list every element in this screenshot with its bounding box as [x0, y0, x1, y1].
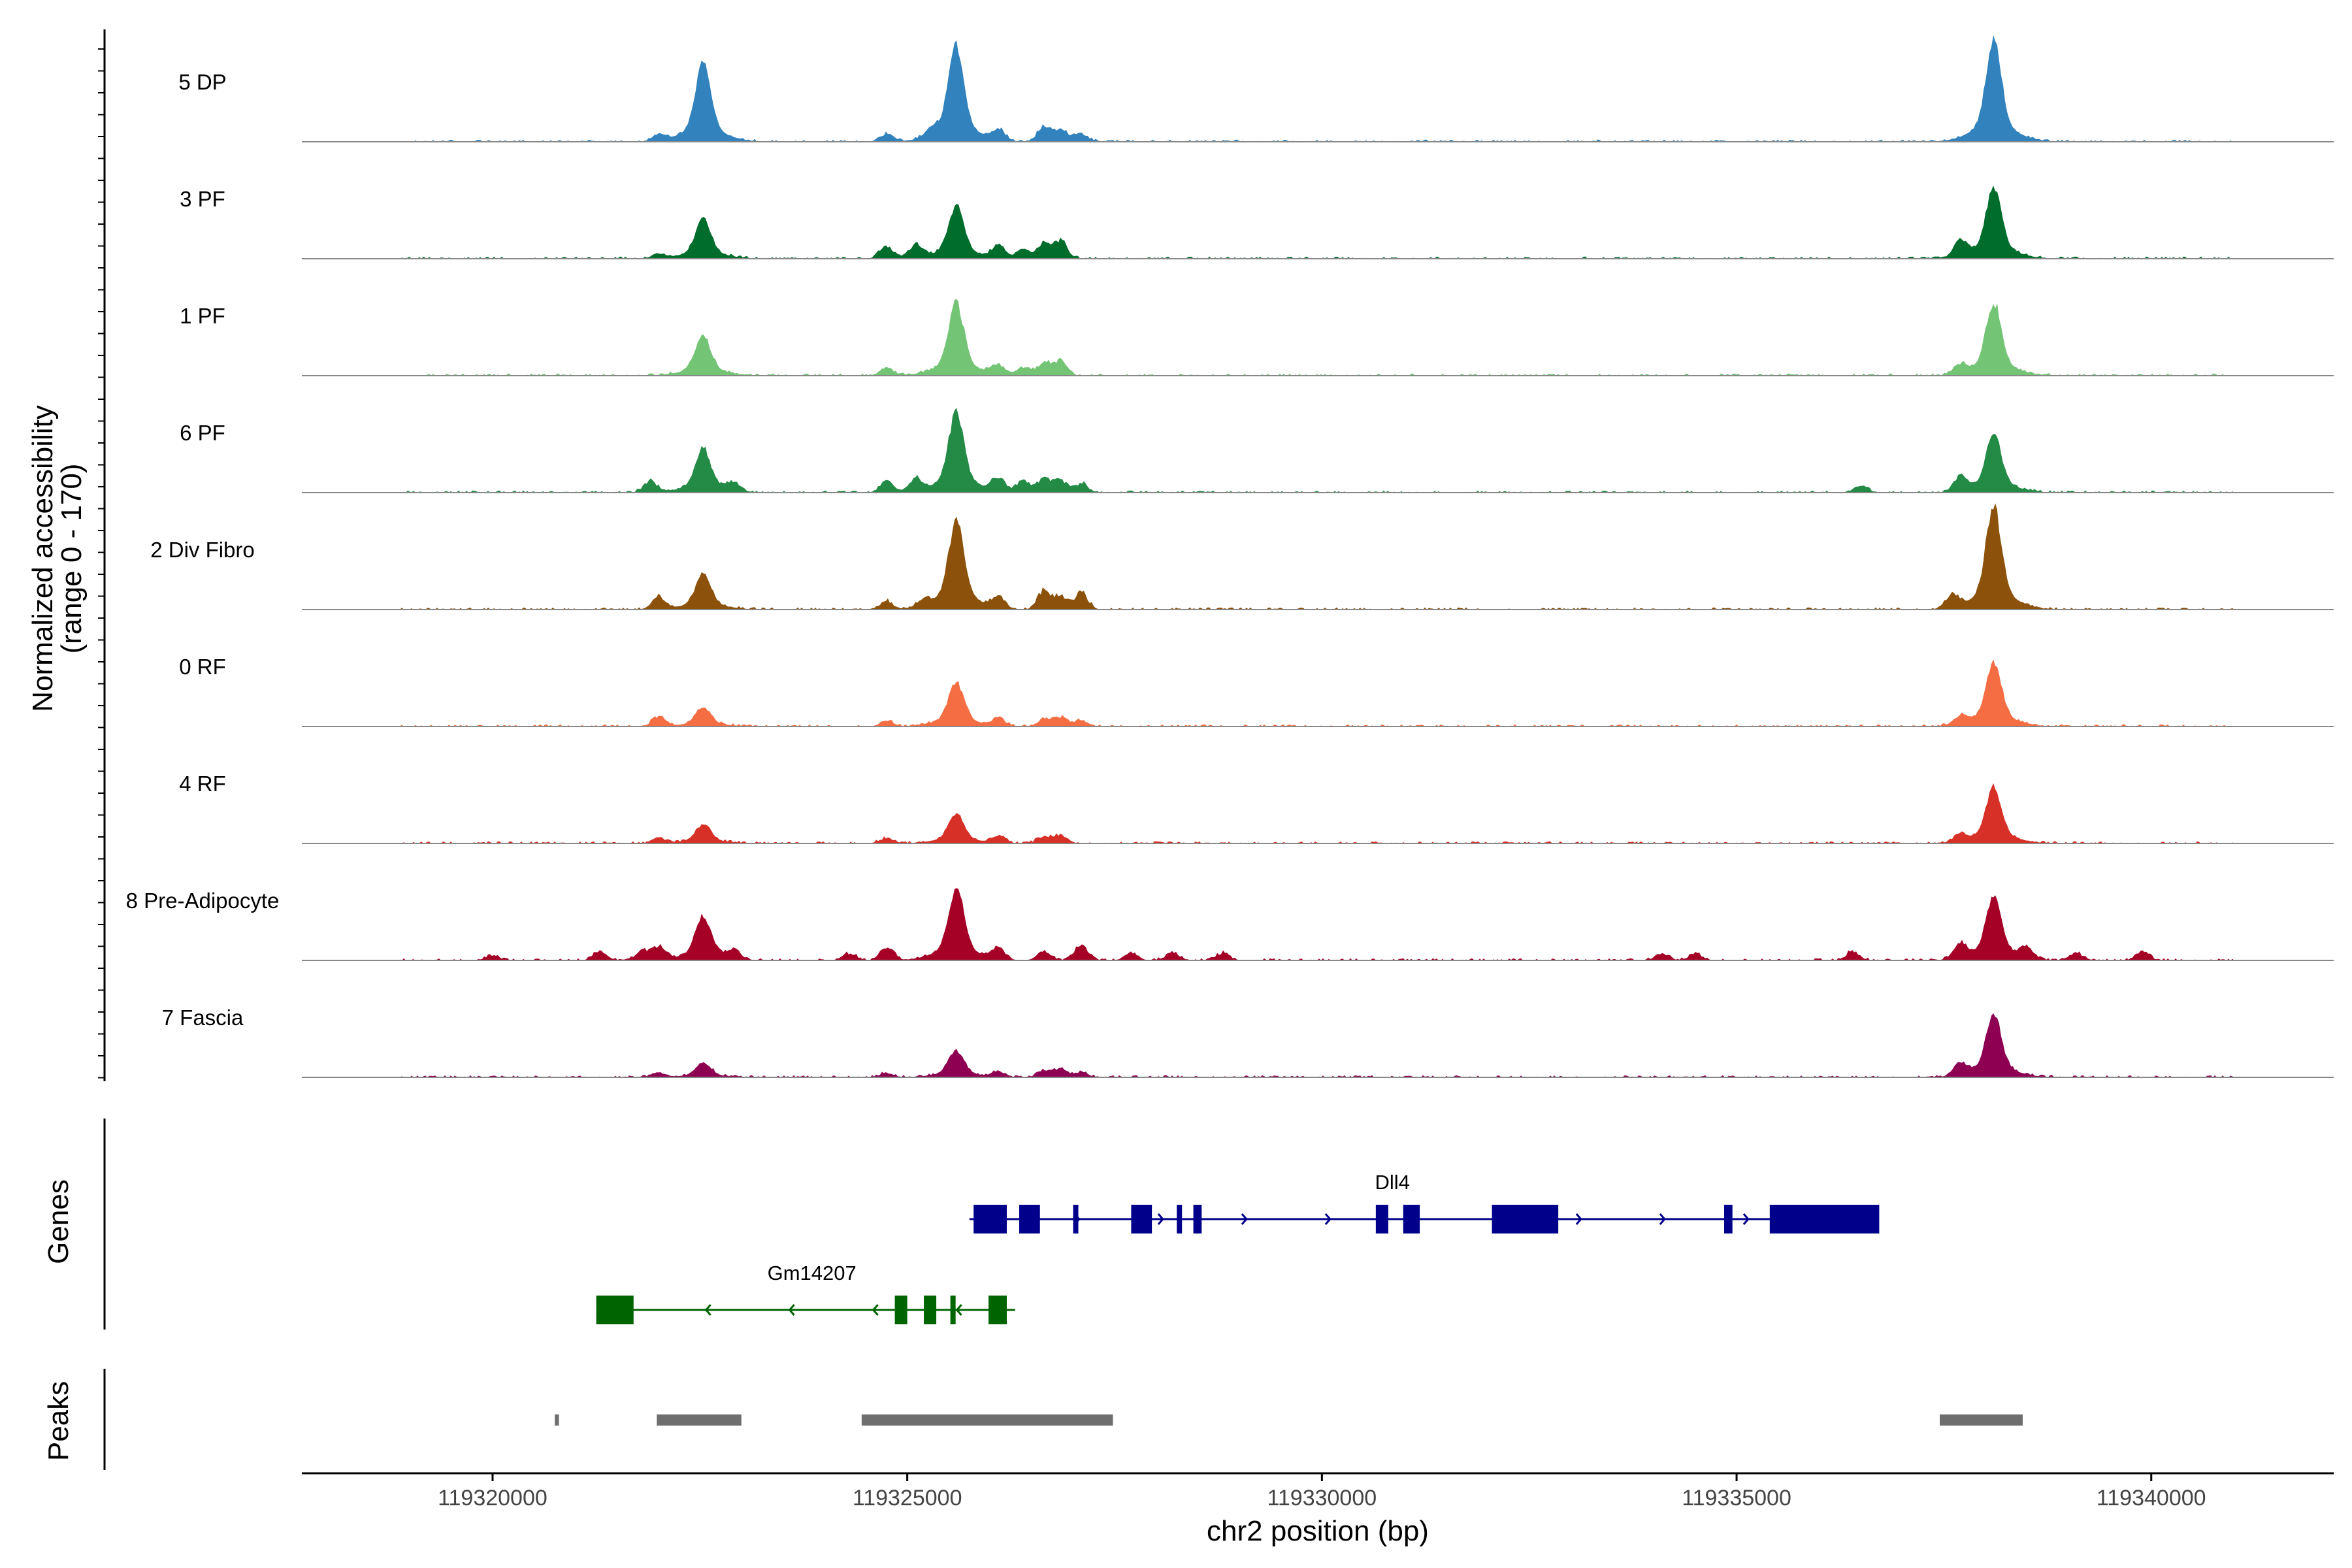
coverage-track: 3 PF [180, 185, 2334, 259]
gene-exon [1177, 1205, 1183, 1233]
gene-exon [1193, 1205, 1202, 1233]
x-tick-label: 119325000 [853, 1486, 962, 1511]
track-label: 1 PF [180, 304, 225, 328]
gene-exon [1769, 1205, 1880, 1233]
y-axis-title-line2: (range 0 - 170) [56, 463, 88, 653]
gene-exon [1375, 1205, 1388, 1233]
gene-name-label: Gm14207 [768, 1262, 857, 1284]
peak-region [1940, 1414, 2023, 1426]
peaks-track [555, 1414, 2023, 1426]
gene-model: Dll4 [969, 1171, 1880, 1233]
coverage-area [302, 1013, 2334, 1077]
track-label: 7 Fascia [162, 1005, 244, 1030]
x-tick-label: 119330000 [1267, 1486, 1377, 1511]
gene-exon [1019, 1205, 1040, 1233]
coverage-tracks: 5 DP 3 PF 1 PF 6 PF 2 Div Fibro 0 RF 4 RF 8 Pre… [126, 35, 2334, 1078]
strand-arrow [1742, 1213, 1750, 1225]
gene-model: Gm14207 [596, 1262, 1015, 1324]
y-axis-title: Normalized accessibility (range 0 - 170) [27, 405, 88, 711]
gene-exon [988, 1296, 1007, 1324]
strand-arrow [1575, 1213, 1582, 1225]
strand-arrow [1157, 1213, 1164, 1225]
strand-arrow [704, 1304, 711, 1316]
coverage-area [302, 888, 2334, 960]
coverage-area [302, 299, 2334, 376]
gene-exon [596, 1296, 634, 1324]
gene-exon [894, 1296, 907, 1324]
peak-region [555, 1414, 559, 1426]
coverage-area [302, 35, 2334, 142]
coverage-track: 7 Fascia [162, 1005, 2334, 1078]
track-label: 4 RF [179, 772, 226, 796]
y-axis-title-line1: Normalized accessibility [27, 405, 59, 711]
coverage-y-ticks [98, 48, 105, 1079]
coverage-area [302, 408, 2334, 493]
track-label: 6 PF [180, 421, 225, 445]
coverage-track: 4 RF [179, 772, 2334, 844]
x-axis-ticks: 119320000 119325000 119330000 119335000 1193… [438, 1473, 2206, 1511]
coverage-area [302, 659, 2334, 727]
gene-exon [1492, 1205, 1559, 1233]
gene-exon [1131, 1205, 1152, 1233]
coverage-track: 1 PF [180, 299, 2334, 376]
gene-exon [1724, 1205, 1733, 1233]
strand-arrow [788, 1304, 795, 1316]
strand-arrow [1324, 1213, 1331, 1225]
gene-exon [973, 1205, 1007, 1233]
x-axis-title: chr2 position (bp) [1207, 1515, 1429, 1547]
peak-region [861, 1414, 1113, 1426]
peaks-panel-title: Peaks [42, 1381, 74, 1461]
genes-panel-title: Genes [42, 1179, 74, 1264]
gene-exon [1073, 1205, 1079, 1233]
genes-track: Dll4 Gm14207 [596, 1171, 1880, 1324]
coverage-area [302, 783, 2334, 843]
coverage-track: 8 Pre-Adipocyte [126, 888, 2334, 961]
coverage-track: 5 DP [178, 35, 2334, 142]
gene-name-label: Dll4 [1375, 1171, 1410, 1194]
gene-exon [1403, 1205, 1420, 1233]
coverage-track: 2 Div Fibro [150, 503, 2334, 610]
track-label: 0 RF [179, 655, 226, 679]
coverage-area [302, 185, 2334, 259]
strand-arrow [1659, 1213, 1666, 1225]
x-tick-label: 119340000 [2097, 1486, 2206, 1511]
strand-arrow [955, 1304, 962, 1316]
gene-exon [950, 1296, 956, 1324]
track-label: 8 Pre-Adipocyte [126, 889, 280, 913]
strand-arrow [872, 1304, 879, 1316]
coverage-track: 6 PF [180, 408, 2334, 493]
x-tick-label: 119335000 [1682, 1486, 1791, 1511]
x-tick-label: 119320000 [438, 1486, 547, 1511]
coverage-track: 0 RF [179, 655, 2334, 727]
peak-region [657, 1414, 742, 1426]
coverage-area [302, 503, 2334, 610]
strand-arrow [1241, 1213, 1248, 1225]
track-label: 5 DP [178, 70, 226, 94]
track-label: 2 Div Fibro [150, 538, 255, 562]
track-label: 3 PF [180, 187, 225, 211]
gene-exon [924, 1296, 937, 1324]
